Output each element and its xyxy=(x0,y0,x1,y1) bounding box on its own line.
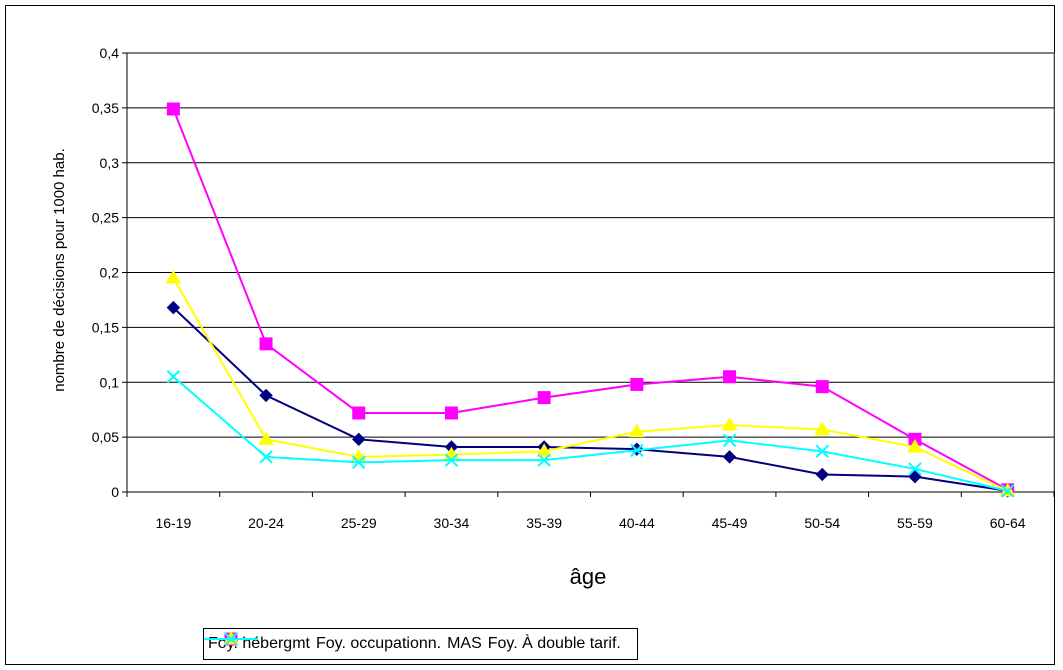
series-line xyxy=(172,376,1008,492)
y-tick-label: 0,15 xyxy=(92,319,119,335)
x-tick-label: 45-49 xyxy=(712,515,748,531)
data-point xyxy=(722,450,737,464)
data-point xyxy=(908,469,922,484)
data-point-stroke xyxy=(352,455,366,470)
data-point xyxy=(258,431,274,445)
data-point xyxy=(352,406,366,420)
legend: Foy. hébergmt Foy. occupationn. MAS Foy. À … xyxy=(203,628,638,660)
legend-label: MAS xyxy=(447,635,482,652)
data-point xyxy=(444,453,459,467)
legend-item: Foy. occupationn. xyxy=(204,632,442,653)
series-line xyxy=(172,306,1008,492)
legend-label: Foy. occupationn. xyxy=(315,635,442,652)
x-tick-label: 20-24 xyxy=(248,515,284,531)
data-point xyxy=(815,467,829,482)
data-point xyxy=(630,377,644,391)
x-tick-label: 50-54 xyxy=(804,515,840,531)
data-point-stroke xyxy=(537,453,551,467)
data-point xyxy=(224,632,238,646)
data-point xyxy=(630,443,644,458)
data-point xyxy=(815,380,829,394)
y-tick-label: 0,2 xyxy=(100,265,120,281)
x-axis-title: âge xyxy=(570,564,607,589)
x-tick-label: 25-29 xyxy=(341,515,377,531)
x-tick-label: 30-34 xyxy=(434,515,470,531)
data-point-stroke xyxy=(259,450,273,464)
data-point xyxy=(1000,484,1015,498)
data-point xyxy=(815,444,829,459)
x-tick-label: 16-19 xyxy=(155,515,191,531)
data-point xyxy=(628,423,645,438)
legend-label: Foy. À double tarif. xyxy=(487,635,621,652)
data-point xyxy=(352,432,366,447)
data-point xyxy=(259,450,273,464)
data-point xyxy=(444,406,458,420)
data-point xyxy=(165,269,182,284)
series-line xyxy=(172,277,1009,492)
data-point-stroke xyxy=(722,433,737,448)
data-point xyxy=(723,370,737,384)
data-point xyxy=(908,462,922,476)
legend-swatch xyxy=(204,632,258,646)
data-point xyxy=(814,421,831,435)
data-point xyxy=(166,370,181,384)
series-4 xyxy=(166,370,1015,498)
data-point xyxy=(166,102,180,116)
x-tick-label: 35-39 xyxy=(526,515,562,531)
x-tick-label: 55-59 xyxy=(897,515,933,531)
y-axis-title: nombre de décisions pour 1000 hab. xyxy=(51,148,68,392)
y-tick-label: 0 xyxy=(111,484,119,500)
data-point-stroke xyxy=(815,444,829,459)
legend-item: Foy. À double tarif. xyxy=(204,632,621,653)
data-point-stroke xyxy=(908,462,922,476)
x-tick-label: 40-44 xyxy=(619,515,655,531)
y-tick-label: 0,05 xyxy=(92,429,119,445)
data-point xyxy=(259,337,273,351)
y-tick-label: 0,3 xyxy=(100,155,120,171)
data-point-stroke xyxy=(224,632,238,646)
data-point-stroke xyxy=(166,370,181,384)
legend-item: MAS xyxy=(204,631,482,653)
data-point xyxy=(722,433,737,448)
data-point xyxy=(907,439,923,453)
y-tick-label: 0,4 xyxy=(100,45,120,61)
y-tick-label: 0,35 xyxy=(92,100,119,116)
data-point-stroke xyxy=(444,453,459,467)
data-point-stroke xyxy=(630,443,644,458)
y-tick-label: 0,1 xyxy=(100,374,120,390)
series-line xyxy=(172,108,1009,491)
data-point xyxy=(536,443,553,457)
data-point xyxy=(352,455,366,470)
data-point xyxy=(166,300,181,315)
x-tick-label: 60-64 xyxy=(990,515,1026,531)
y-tick-label: 0,25 xyxy=(92,210,119,226)
data-point xyxy=(721,417,738,431)
data-point xyxy=(537,453,551,467)
data-point xyxy=(537,391,551,405)
data-point-stroke xyxy=(1000,484,1015,498)
data-point xyxy=(259,388,273,403)
